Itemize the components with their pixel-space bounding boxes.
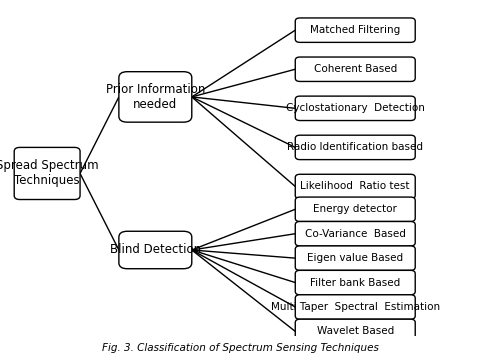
Text: Prior Information
needed: Prior Information needed [106,83,205,111]
FancyBboxPatch shape [295,319,415,344]
Text: Cyclostationary  Detection: Cyclostationary Detection [286,103,425,113]
Text: Likelihood  Ratio test: Likelihood Ratio test [300,182,410,192]
FancyBboxPatch shape [119,72,192,122]
Text: Coherent Based: Coherent Based [313,64,397,74]
Text: Filter bank Based: Filter bank Based [310,278,400,287]
FancyBboxPatch shape [295,174,415,199]
FancyBboxPatch shape [295,96,415,121]
FancyBboxPatch shape [295,57,415,81]
FancyBboxPatch shape [295,197,415,222]
Text: Energy detector: Energy detector [313,204,397,214]
FancyBboxPatch shape [119,231,192,269]
Text: Multi Taper  Spectral  Estimation: Multi Taper Spectral Estimation [271,302,440,312]
FancyBboxPatch shape [295,270,415,295]
FancyBboxPatch shape [295,246,415,270]
FancyBboxPatch shape [295,18,415,42]
Text: Wavelet Based: Wavelet Based [317,326,394,336]
Text: Blind Detection: Blind Detection [110,244,201,257]
FancyBboxPatch shape [295,222,415,246]
FancyBboxPatch shape [295,135,415,160]
Text: Matched Filtering: Matched Filtering [310,25,400,35]
Text: Spread Spectrum
Techniques: Spread Spectrum Techniques [0,159,98,188]
FancyBboxPatch shape [14,147,80,200]
Text: Co-Variance  Based: Co-Variance Based [305,229,406,239]
Text: Eigen value Based: Eigen value Based [307,253,403,263]
Text: Radio Identification based: Radio Identification based [287,142,423,153]
FancyBboxPatch shape [295,295,415,319]
Text: Fig. 3. Classification of Spectrum Sensing Techniques: Fig. 3. Classification of Spectrum Sensi… [102,343,378,353]
